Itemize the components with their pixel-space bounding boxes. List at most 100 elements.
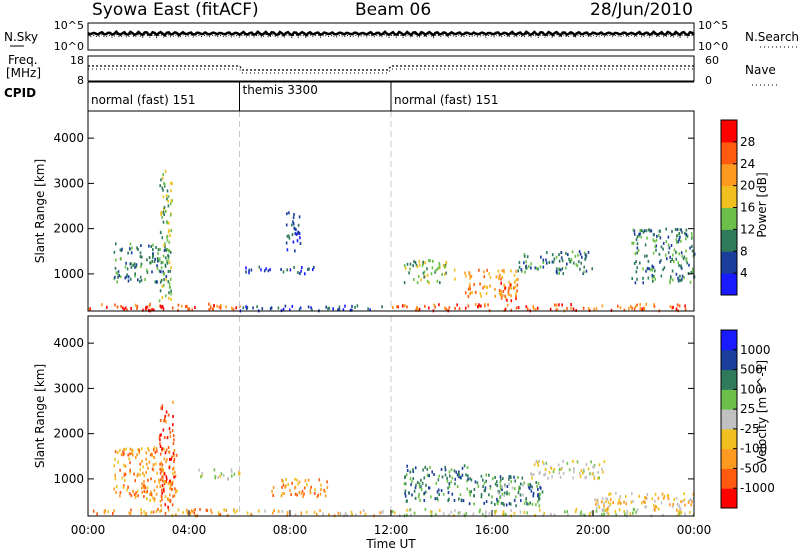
data-cell (653, 274, 656, 278)
freq-left-tick-top: 18 (70, 54, 84, 67)
data-cell (467, 477, 469, 481)
data-cell (499, 484, 502, 488)
data-cell (657, 507, 660, 511)
data-cell (119, 468, 121, 472)
data-cell (155, 246, 157, 249)
data-cell (684, 231, 686, 235)
date-title: 28/Jun/2010 (590, 0, 693, 20)
data-cell (131, 448, 133, 452)
data-cell (488, 512, 491, 516)
data-cell (683, 276, 685, 280)
data-cell (663, 494, 666, 498)
data-cell (584, 253, 587, 256)
data-cell (236, 509, 238, 513)
data-cell (589, 513, 591, 517)
data-cell (454, 306, 456, 310)
data-cell (692, 492, 695, 496)
data-cell (532, 494, 535, 498)
data-cell (445, 271, 447, 275)
data-cell (126, 267, 129, 271)
data-cell (431, 470, 433, 474)
data-cell (678, 505, 681, 509)
data-cell (470, 478, 473, 482)
data-cell (227, 477, 229, 481)
data-cell (608, 492, 610, 496)
data-cell (471, 291, 473, 295)
data-cell (509, 502, 512, 506)
data-cell (354, 305, 356, 309)
data-cell (634, 305, 637, 309)
data-cell (434, 305, 436, 309)
data-cell (404, 266, 407, 270)
data-cell (153, 463, 155, 467)
data-cell (515, 269, 517, 273)
data-cell (448, 482, 451, 486)
data-cell (468, 282, 471, 286)
data-cell (338, 305, 341, 309)
data-cell (187, 307, 189, 311)
data-cell (543, 511, 545, 515)
data-cell (446, 476, 448, 480)
data-cell (325, 305, 327, 309)
data-cell (297, 231, 300, 235)
data-cell (408, 271, 410, 275)
data-cell (523, 501, 526, 505)
data-cell (231, 306, 233, 310)
data-cell (619, 501, 622, 505)
data-cell (161, 484, 164, 488)
data-cell (676, 508, 678, 512)
data-cell (672, 278, 674, 282)
data-cell (301, 266, 303, 269)
data-cell (501, 492, 504, 496)
data-cell (494, 287, 496, 291)
data-cell (156, 485, 158, 489)
data-cell (655, 238, 658, 242)
data-cell (603, 504, 605, 508)
data-cell (124, 472, 127, 476)
freq-unit-label: [MHz] (6, 66, 41, 80)
data-cell (465, 274, 467, 278)
data-cell (417, 274, 420, 278)
data-cell (129, 277, 132, 281)
data-cell (116, 280, 118, 284)
data-cell (424, 465, 426, 469)
data-cell (523, 253, 526, 257)
data-cell (426, 473, 429, 477)
freq-left-tick-bottom: 8 (77, 74, 84, 87)
data-cell (526, 502, 528, 506)
data-cell (114, 473, 116, 477)
data-cell (651, 276, 654, 280)
data-cell (458, 497, 460, 501)
data-cell (312, 268, 314, 272)
cpid-segment-label: themis 3300 (243, 83, 318, 97)
data-cell (180, 304, 183, 308)
data-cell (381, 511, 383, 515)
data-cell (170, 189, 172, 193)
data-cell (424, 261, 427, 265)
data-cell (134, 303, 137, 307)
colorbar-segment (721, 389, 737, 410)
data-cell (163, 436, 166, 439)
data-cell (516, 283, 519, 287)
data-cell (617, 501, 619, 505)
data-cell (539, 508, 541, 512)
data-cell (420, 478, 422, 482)
data-cell (177, 508, 180, 512)
data-cell (678, 264, 680, 268)
data-cell (272, 494, 275, 498)
data-cell (508, 475, 511, 479)
data-cell (167, 257, 170, 261)
data-cell (533, 463, 536, 467)
data-cell (214, 475, 217, 478)
data-cell (145, 451, 147, 455)
data-cell (171, 487, 173, 491)
data-cell (521, 476, 524, 480)
colorbar-tick-label: 100 (740, 382, 763, 396)
data-cell (135, 491, 137, 495)
data-cell (158, 259, 161, 263)
data-cell (553, 467, 556, 471)
data-cell (172, 442, 175, 446)
data-cell (140, 508, 142, 512)
data-cell (104, 509, 106, 512)
data-cell (561, 303, 563, 307)
